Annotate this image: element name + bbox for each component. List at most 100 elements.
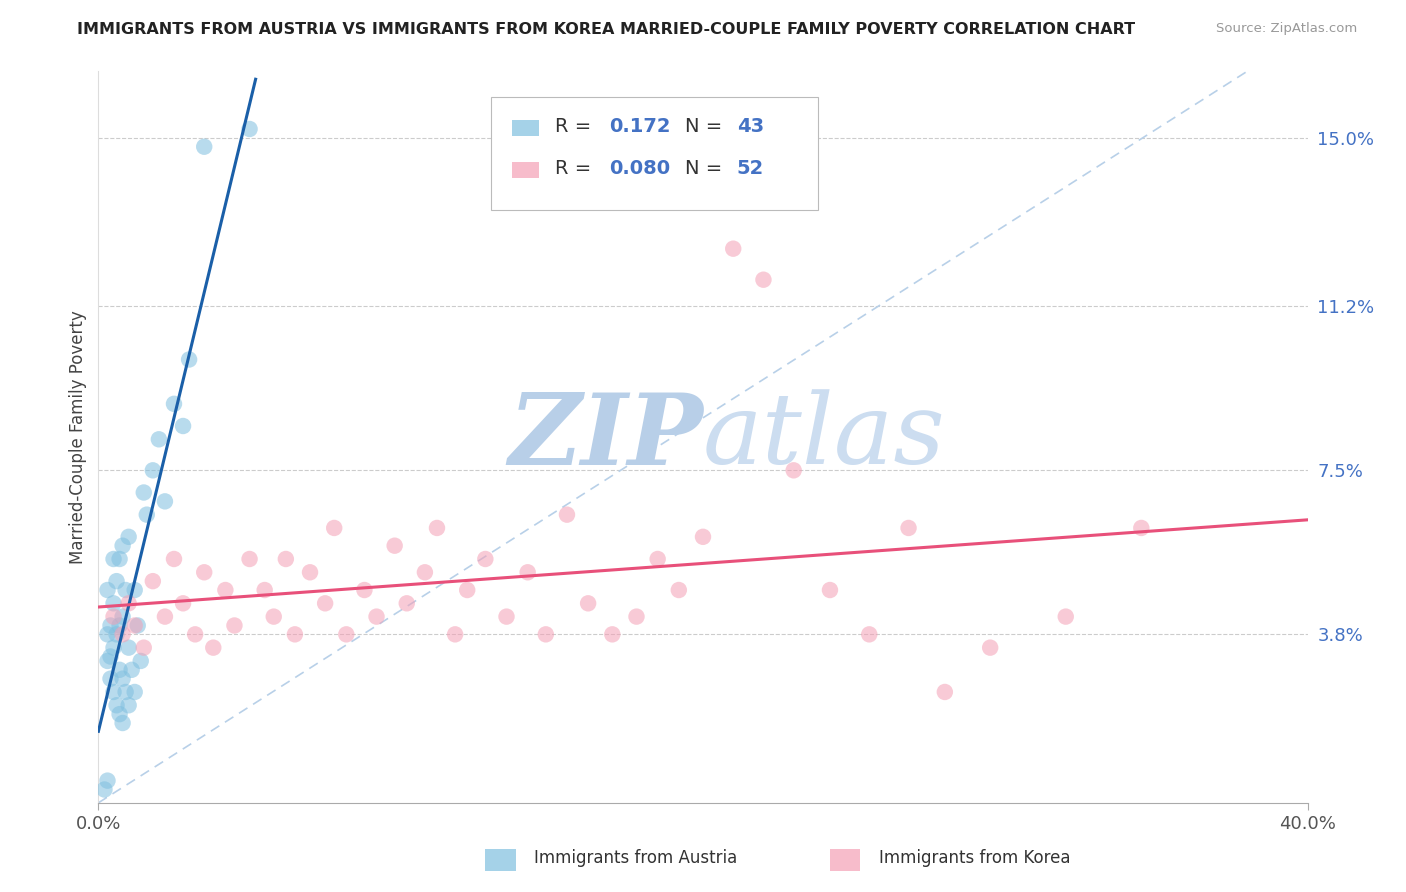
Point	[413, 566, 436, 580]
Point	[124, 582, 146, 597]
Text: N =: N =	[685, 118, 728, 136]
Point	[163, 552, 186, 566]
Point	[534, 627, 557, 641]
Text: 0.172: 0.172	[609, 118, 671, 136]
FancyBboxPatch shape	[492, 97, 818, 211]
Point	[118, 640, 141, 655]
Point	[184, 627, 207, 641]
Point	[314, 596, 336, 610]
Point	[602, 627, 624, 641]
Point	[124, 685, 146, 699]
Text: 43: 43	[737, 118, 763, 136]
Text: N =: N =	[685, 159, 728, 178]
Point	[214, 582, 236, 597]
Y-axis label: Married-Couple Family Poverty: Married-Couple Family Poverty	[69, 310, 87, 564]
Point	[96, 654, 118, 668]
Point	[474, 552, 496, 566]
Point	[118, 698, 141, 713]
Point	[179, 352, 201, 367]
Text: 0.080: 0.080	[609, 159, 669, 178]
Point	[1054, 609, 1077, 624]
Text: atlas: atlas	[703, 390, 946, 484]
Point	[172, 596, 194, 610]
Point	[135, 508, 157, 522]
Point	[172, 419, 194, 434]
Point	[299, 566, 322, 580]
Point	[239, 122, 262, 136]
Point	[108, 663, 131, 677]
FancyBboxPatch shape	[512, 120, 538, 136]
Point	[111, 716, 134, 731]
Point	[105, 698, 128, 713]
Point	[626, 609, 648, 624]
Point	[426, 521, 449, 535]
Point	[818, 582, 841, 597]
Point	[153, 494, 176, 508]
Point	[384, 539, 406, 553]
Point	[96, 627, 118, 641]
Point	[163, 397, 186, 411]
Point	[239, 552, 262, 566]
Text: IMMIGRANTS FROM AUSTRIA VS IMMIGRANTS FROM KOREA MARRIED-COUPLE FAMILY POVERTY C: IMMIGRANTS FROM AUSTRIA VS IMMIGRANTS FR…	[77, 22, 1136, 37]
Text: R =: R =	[555, 159, 598, 178]
Point	[114, 685, 136, 699]
Point	[224, 618, 246, 632]
FancyBboxPatch shape	[512, 162, 538, 178]
Point	[100, 618, 122, 632]
Point	[96, 773, 118, 788]
Point	[253, 582, 276, 597]
Point	[103, 609, 125, 624]
Point	[111, 539, 134, 553]
Point	[202, 640, 225, 655]
Point	[103, 552, 125, 566]
Point	[129, 654, 152, 668]
Point	[858, 627, 880, 641]
Point	[142, 463, 165, 477]
Text: 52: 52	[737, 159, 763, 178]
Point	[456, 582, 478, 597]
Point	[132, 485, 155, 500]
Point	[96, 582, 118, 597]
Point	[114, 582, 136, 597]
Point	[193, 139, 215, 153]
Point	[100, 672, 122, 686]
Point	[111, 627, 134, 641]
Point	[108, 707, 131, 722]
Point	[127, 618, 149, 632]
Point	[555, 508, 578, 522]
Point	[495, 609, 517, 624]
Text: ZIP: ZIP	[508, 389, 703, 485]
Point	[111, 609, 134, 624]
Point	[979, 640, 1001, 655]
Point	[100, 649, 122, 664]
Text: R =: R =	[555, 118, 598, 136]
Point	[193, 566, 215, 580]
Text: Source: ZipAtlas.com: Source: ZipAtlas.com	[1216, 22, 1357, 36]
Point	[118, 530, 141, 544]
Point	[105, 627, 128, 641]
Point	[93, 782, 115, 797]
Point	[897, 521, 920, 535]
Text: Immigrants from Korea: Immigrants from Korea	[879, 849, 1070, 867]
Point	[103, 640, 125, 655]
Text: Immigrants from Austria: Immigrants from Austria	[534, 849, 738, 867]
Point	[323, 521, 346, 535]
Point	[124, 618, 146, 632]
Point	[108, 618, 131, 632]
Point	[353, 582, 375, 597]
Point	[105, 574, 128, 589]
Point	[121, 663, 143, 677]
Point	[783, 463, 806, 477]
Point	[335, 627, 357, 641]
Point	[111, 672, 134, 686]
Point	[103, 596, 125, 610]
Point	[516, 566, 538, 580]
Point	[692, 530, 714, 544]
Point	[142, 574, 165, 589]
Point	[723, 242, 745, 256]
Point	[108, 552, 131, 566]
Point	[284, 627, 307, 641]
Point	[395, 596, 418, 610]
Point	[444, 627, 467, 641]
Point	[132, 640, 155, 655]
